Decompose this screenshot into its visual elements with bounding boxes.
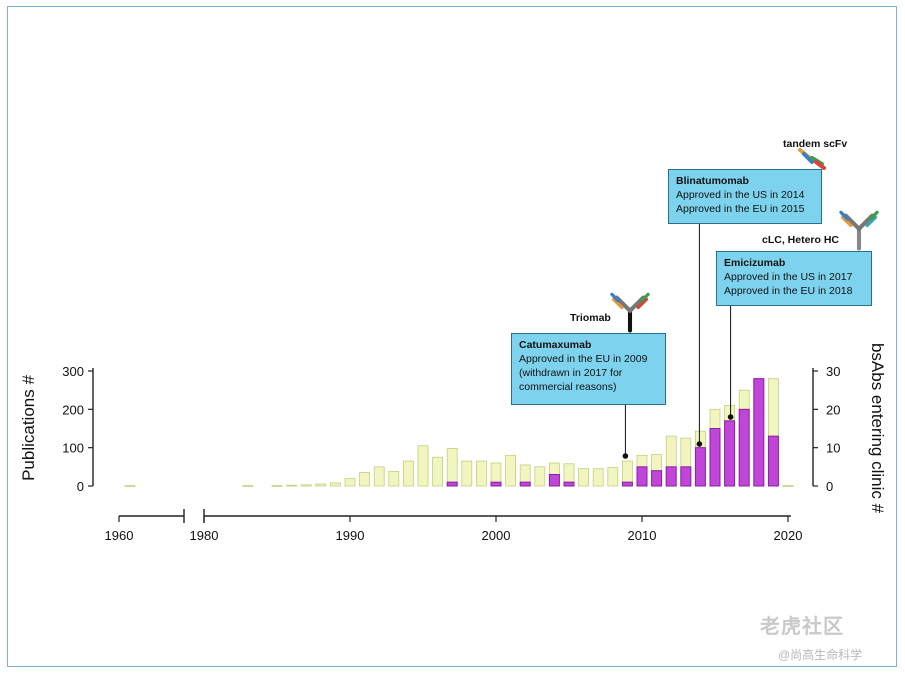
tandem-scfv-label: tandem scFv	[783, 138, 848, 150]
x-tick-label-2020: 2020	[774, 528, 803, 543]
right-tick-label-20: 20	[826, 402, 840, 417]
left-tick-label-100: 100	[62, 441, 84, 456]
clc-hetero-hc-antibody-icon	[839, 210, 879, 251]
x-tick-label-1960: 1960	[105, 528, 134, 543]
catumaxumab-leader-dot	[622, 453, 629, 459]
publication-bar-2020	[782, 485, 794, 487]
publication-bar-2008	[607, 467, 619, 487]
emicizumab-line-2: Approved in the EU in 2018	[724, 285, 853, 297]
axes-layer: 0 100 200 300 Publications # 0 10 20 30 bsAbs ent…	[19, 343, 887, 543]
x-tick-label-2000: 2000	[482, 528, 511, 543]
catumaxumab-line-2: (withdrawn in 2017 for	[519, 367, 623, 379]
bsabs-bar-2015	[709, 428, 721, 487]
right-tick-label-10: 10	[826, 441, 840, 456]
catumaxumab-callout: Catumaxumab Approved in the EU in 2009 (…	[511, 333, 666, 405]
publication-bar-2001	[505, 454, 517, 487]
tandem-scfv-segment-2	[802, 152, 814, 164]
catumaxumab-line-1: Approved in the EU in 2009	[519, 353, 648, 365]
publication-bar-1994	[402, 460, 414, 487]
blinatumomab-name: Blinatumomab	[676, 175, 749, 187]
x-tick-label-1980: 1980	[190, 528, 219, 543]
watermark-brand: 老虎社区	[760, 616, 844, 638]
publication-bar-1988	[315, 483, 327, 487]
emicizumab-line-1: Approved in the US in 2017	[724, 271, 853, 283]
publication-bar-2003	[534, 466, 546, 487]
publication-bar-1995	[417, 445, 429, 487]
emicizumab-leader-dot	[727, 414, 734, 420]
publication-bar-1997	[446, 448, 458, 487]
publication-bar-2007	[592, 468, 604, 487]
watermark-handle: @尚高生命科学	[778, 648, 863, 662]
bsabs-bar-2014	[694, 447, 706, 487]
publication-bar-1983	[242, 485, 254, 487]
antibody-icons	[610, 148, 879, 333]
catumaxumab-name: Catumaxumab	[519, 339, 592, 351]
bsabs-bar-2016	[724, 420, 736, 487]
bsabs-bar-2002	[519, 481, 531, 487]
bsabs-bar-2005	[563, 481, 575, 487]
publication-bar-1993	[388, 471, 400, 487]
bsabs-bar-2019	[767, 435, 779, 487]
publication-bar-1992	[373, 466, 385, 487]
tandem-scfv-segment-4	[814, 160, 826, 170]
emicizumab-callout: Emicizumab Approved in the US in 2017 Ap…	[716, 251, 872, 306]
bsabs-bar-2013	[680, 466, 692, 487]
catumaxumab-line-3: commercial reasons)	[519, 381, 617, 393]
triomab-antibody-icon	[610, 292, 650, 333]
triomab-antibody-icon-right-tip-a	[636, 297, 649, 310]
tandem-scfv-icon	[798, 148, 826, 170]
bsabs-bar-2018	[753, 378, 765, 487]
bsabs-bar-2004	[548, 474, 560, 487]
watermark: 老虎社区 @尚高生命科学	[760, 610, 862, 662]
bsabs-bar-2011	[651, 470, 663, 487]
left-tick-label-0: 0	[77, 479, 84, 494]
bars-layer	[124, 378, 794, 487]
bsabs-bar-2012	[665, 466, 677, 487]
clc-hetero-hc-antibody-icon-right-tip-a	[865, 215, 878, 228]
publication-bar-1989	[329, 482, 341, 487]
triomab-antibody-icon-right-tip-b	[639, 292, 650, 303]
clc-hetero-hc-label: cLC, Hetero HC	[762, 234, 840, 246]
right-tick-label-0: 0	[826, 479, 833, 494]
bsabs-bar-2000	[490, 481, 502, 487]
triomab-label: Triomab	[570, 312, 611, 324]
left-tick-label-200: 200	[62, 402, 84, 417]
blinatumomab-line-1: Approved in the US in 2014	[676, 189, 805, 201]
publication-bar-1985	[271, 485, 283, 487]
publication-bar-1990	[344, 477, 356, 487]
publication-bar-1999	[475, 460, 487, 487]
publication-bar-1991	[359, 472, 371, 487]
publication-bar-1998	[461, 460, 473, 487]
right-tick-label-30: 30	[826, 364, 840, 379]
clc-hetero-hc-antibody-icon-right-tip-b	[868, 210, 879, 221]
bsabs-bar-2009	[621, 481, 633, 487]
left-axis-title: Publications #	[19, 375, 38, 481]
emicizumab-name: Emicizumab	[724, 257, 786, 269]
left-tick-label-300: 300	[62, 364, 84, 379]
publication-bar-1986	[286, 484, 298, 487]
clc-hetero-hc-antibody-icon-left-tip-b	[839, 210, 850, 221]
x-tick-label-1990: 1990	[336, 528, 365, 543]
triomab-antibody-icon-left-tip-a	[611, 297, 624, 310]
figure-frame	[7, 6, 897, 667]
publication-bar-1963	[124, 485, 136, 487]
right-axis-title: bsAbs entering clinic #	[868, 343, 887, 514]
x-tick-label-2010: 2010	[628, 528, 657, 543]
blinatumomab-callout: Blinatumomab Approved in the US in 2014 …	[668, 169, 822, 224]
blinatumomab-leader-dot	[696, 441, 703, 447]
publication-bar-1996	[432, 456, 444, 487]
triomab-antibody-icon-left-tip-b	[610, 292, 621, 303]
blinatumomab-line-2: Approved in the EU in 2015	[676, 203, 805, 215]
bsabs-bar-2010	[636, 466, 648, 487]
publication-bar-2006	[578, 468, 589, 487]
leader-lines	[622, 224, 734, 459]
bsabs-bar-2017	[738, 408, 750, 487]
clc-hetero-hc-antibody-icon-left-tip-a	[840, 215, 853, 228]
bsabs-bar-1997	[446, 481, 458, 487]
publication-bar-1987	[300, 484, 312, 487]
